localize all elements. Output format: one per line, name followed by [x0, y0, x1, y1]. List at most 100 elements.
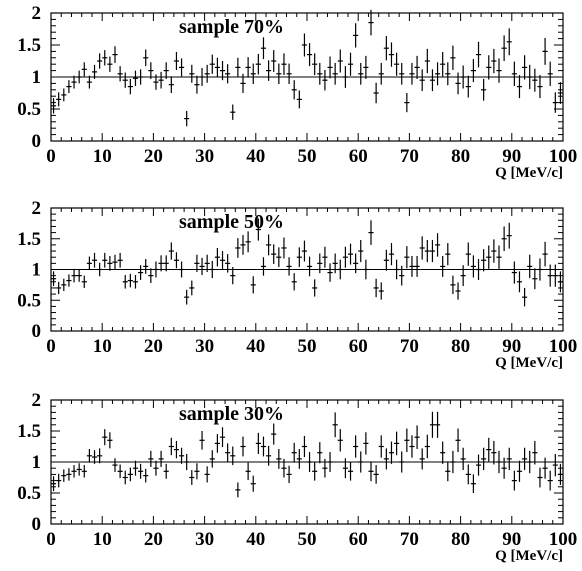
data-point — [378, 62, 384, 85]
data-point — [516, 460, 523, 482]
x-tick-label: 20 — [144, 336, 163, 357]
data-point — [399, 62, 405, 85]
data-point — [66, 80, 72, 93]
data-point — [76, 70, 82, 84]
data-point — [557, 82, 563, 104]
data-point — [194, 254, 200, 272]
chart-panel-1: 0 10 20 30 40 50 60 70 80 90 100 0 0.5 1 1.5 2 Q [MeV/c]… — [17, 3, 577, 181]
data-point — [61, 88, 67, 102]
data-point — [97, 53, 103, 69]
data-point — [56, 281, 62, 295]
data-point — [276, 247, 282, 268]
data-point — [496, 245, 502, 269]
data-point — [168, 242, 174, 260]
data-point — [383, 249, 389, 271]
x-tick-label: 80 — [451, 146, 470, 167]
y-tick-label: 0 — [32, 131, 42, 152]
data-point — [337, 49, 343, 73]
data-point — [296, 247, 302, 268]
data-point — [424, 48, 430, 74]
data-point — [143, 259, 149, 274]
data-point — [204, 254, 210, 272]
data-point — [455, 282, 461, 300]
data-point — [235, 482, 241, 498]
x-tick-label: 70 — [400, 529, 419, 550]
data-point — [378, 282, 384, 300]
x-tick-label: 70 — [400, 146, 419, 167]
data-point — [102, 252, 108, 268]
data-point — [235, 238, 241, 258]
data-point — [219, 427, 226, 448]
data-point — [409, 435, 415, 458]
data-point — [481, 447, 487, 471]
data-point — [173, 52, 179, 70]
x-tick-label: 40 — [246, 336, 265, 357]
data-point — [168, 76, 174, 93]
data-point — [475, 259, 482, 280]
data-point — [266, 60, 272, 81]
data-point — [399, 265, 405, 286]
data-point — [291, 442, 297, 463]
data-point — [368, 461, 374, 482]
data-point — [102, 429, 108, 446]
data-point — [532, 68, 538, 92]
data-point — [460, 65, 466, 89]
data-point — [465, 75, 471, 98]
y-tick-label: 0 — [32, 321, 42, 342]
data-point — [547, 61, 553, 86]
data-point — [76, 463, 82, 476]
data-point — [373, 278, 379, 298]
data-point — [194, 463, 200, 480]
y-tick-label: 0.5 — [17, 99, 41, 120]
data-point — [199, 431, 205, 450]
data-point — [542, 37, 548, 65]
data-point — [286, 63, 292, 85]
data-point — [363, 259, 369, 280]
data-point — [394, 52, 400, 76]
x-tick-label: 30 — [195, 336, 214, 357]
y-tick-label: 1 — [32, 452, 42, 473]
data-point — [455, 72, 461, 95]
data-point — [537, 258, 543, 281]
data-point — [199, 68, 205, 86]
data-point — [153, 460, 159, 476]
data-point — [168, 437, 174, 456]
data-point — [470, 255, 476, 278]
data-point — [353, 435, 359, 458]
data-point — [506, 447, 512, 471]
data-point — [245, 462, 251, 480]
x-tick-label: 30 — [195, 146, 214, 167]
data-point — [511, 261, 517, 284]
data-point — [76, 269, 82, 282]
data-point — [91, 252, 98, 268]
data-point — [281, 53, 287, 76]
data-point — [71, 465, 77, 478]
data-point — [91, 64, 98, 79]
data-point — [373, 465, 379, 484]
x-tick-label: 20 — [144, 146, 163, 167]
data-point — [414, 55, 420, 79]
data-point — [383, 36, 389, 61]
data-point — [445, 461, 451, 482]
data-point — [112, 458, 118, 472]
data-point — [296, 90, 302, 109]
data-point — [132, 70, 139, 86]
data-point — [470, 474, 476, 493]
data-point — [358, 451, 364, 473]
data-point — [276, 448, 282, 469]
data-point — [414, 255, 420, 277]
data-point — [91, 450, 98, 464]
data-point — [163, 255, 169, 272]
data-point — [440, 255, 446, 277]
data-point — [143, 49, 149, 67]
y-tick-label: 1 — [32, 67, 42, 88]
data-point — [225, 443, 231, 462]
panel-title: sample 50% — [179, 211, 284, 233]
data-point — [184, 110, 190, 127]
data-point — [240, 235, 246, 255]
x-tick-label: 90 — [502, 146, 521, 167]
data-point — [189, 280, 195, 296]
data-point — [153, 74, 159, 90]
data-point — [414, 425, 420, 449]
data-point — [332, 412, 338, 438]
